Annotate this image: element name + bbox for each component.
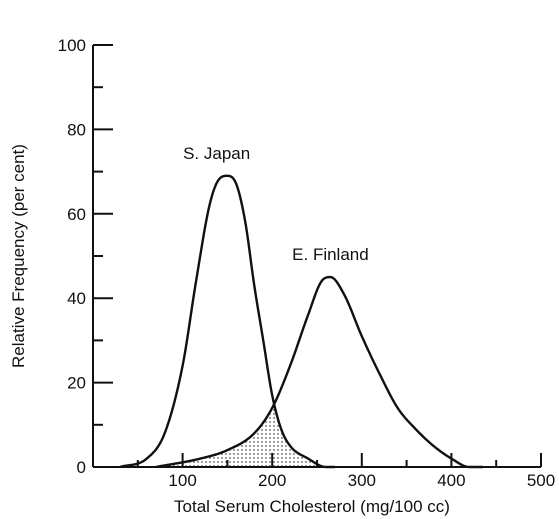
y-tick-label: 0 [77,458,86,477]
series-label-s-japan: S. Japan [183,144,250,163]
y-tick-label: 80 [67,120,86,139]
x-tick-label: 500 [527,471,555,490]
series-line-s-japan [119,174,335,469]
y-axis-ticks: 0 20 40 60 80 100 [58,36,113,477]
overlap-shaded-area [155,404,335,467]
x-tick-label: 100 [168,471,196,490]
y-tick-label: 60 [67,205,86,224]
y-tick-label: 40 [67,289,86,308]
series-line-e-finland [155,275,483,469]
y-axis-title: Relative Frequency (per cent) [9,144,28,368]
x-axis-ticks: 100 200 300 400 500 [92,453,555,490]
y-tick-label: 20 [67,374,86,393]
y-tick-label: 100 [58,36,86,55]
x-tick-label: 300 [348,471,376,490]
x-tick-label: 200 [258,471,286,490]
x-axis-title: Total Serum Cholesterol (mg/100 cc) [174,497,450,516]
x-tick-label: 400 [437,471,465,490]
series-label-e-finland: E. Finland [292,245,369,264]
